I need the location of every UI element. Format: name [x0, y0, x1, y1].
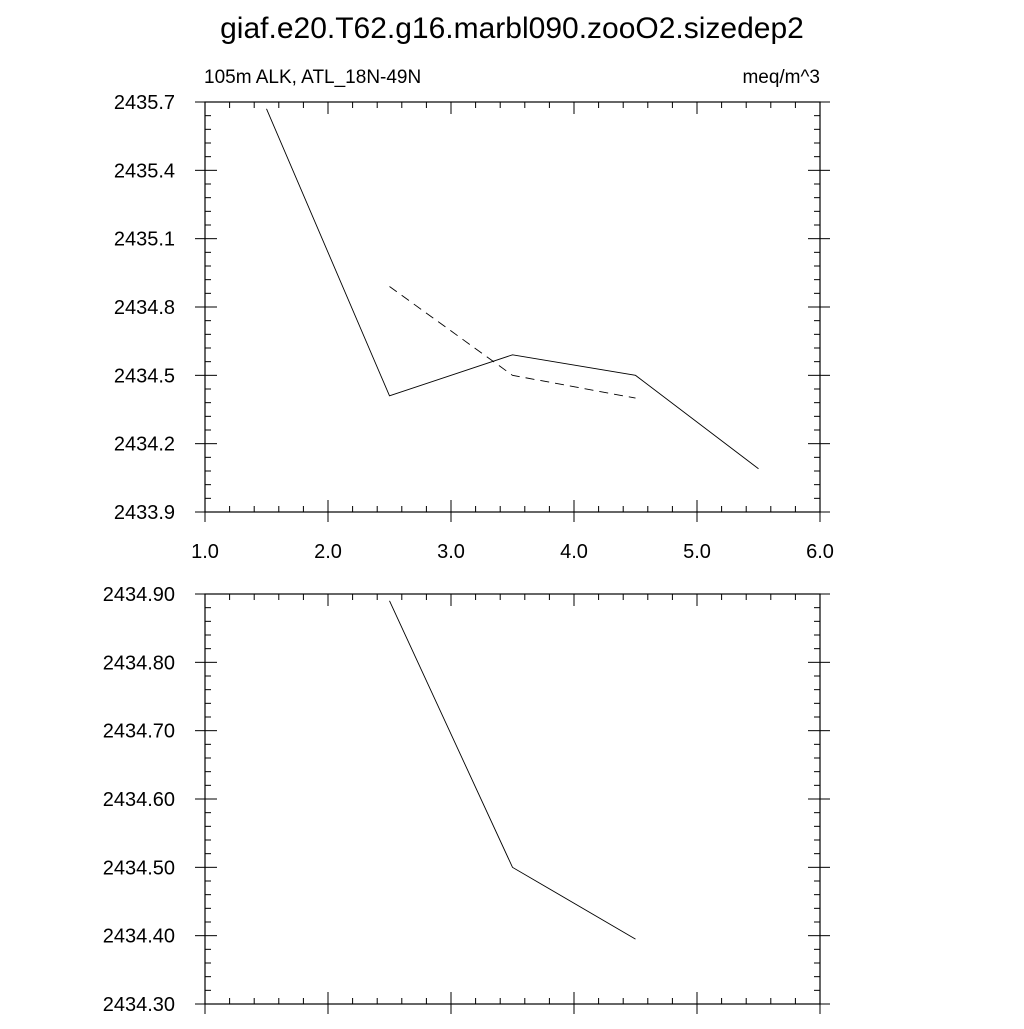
top-y-tick-label: 2433.9 — [114, 502, 175, 524]
top-x-tick-label: 6.0 — [806, 541, 834, 563]
top-y-tick-label: 2435.1 — [114, 229, 175, 251]
bottom-plot-frame — [204, 593, 821, 1005]
top-y-tick-label: 2434.8 — [114, 297, 175, 319]
top-series-solid-line — [266, 108, 759, 470]
top-series-dashed-line — [389, 286, 636, 399]
top-x-tick-label: 4.0 — [560, 541, 588, 563]
bottom-y-tick-label: 2434.90 — [103, 584, 175, 606]
top-x-tick-label: 3.0 — [437, 541, 465, 563]
bottom-series-solid-line — [389, 600, 636, 940]
figure-title: giaf.e20.T62.g16.marbl090.zooO2.sizedep2 — [220, 12, 804, 45]
bottom-y-tick-label: 2434.40 — [103, 926, 175, 948]
top-y-tick-label: 2434.5 — [114, 365, 175, 387]
bottom-y-tick-label: 2434.30 — [103, 994, 175, 1016]
bottom-panel: 2434.30 2434.40 2434.50 2434.60 2434.70 2434.… — [103, 584, 830, 1016]
top-y-tick-label: 2435.4 — [114, 160, 175, 182]
bottom-y-tick-label: 2434.80 — [103, 652, 175, 674]
top-panel: 105m ALK, ATL_18N-49N meq/m^3 2433.9 2434… — [114, 67, 834, 563]
top-y-tick-label: 2435.7 — [114, 92, 175, 114]
top-panel-left-label: 105m ALK, ATL_18N-49N — [204, 67, 421, 88]
top-x-tick-label: 5.0 — [683, 541, 711, 563]
top-plot-frame — [204, 101, 821, 513]
bottom-y-tick-label: 2434.70 — [103, 721, 175, 743]
bottom-y-tick-label: 2434.60 — [103, 789, 175, 811]
bottom-y-tick-label: 2434.50 — [103, 857, 175, 879]
top-panel-right-label: meq/m^3 — [742, 67, 820, 88]
top-x-tick-label: 1.0 — [191, 541, 219, 563]
top-y-tick-label: 2434.2 — [114, 434, 175, 456]
top-x-tick-label: 2.0 — [314, 541, 342, 563]
